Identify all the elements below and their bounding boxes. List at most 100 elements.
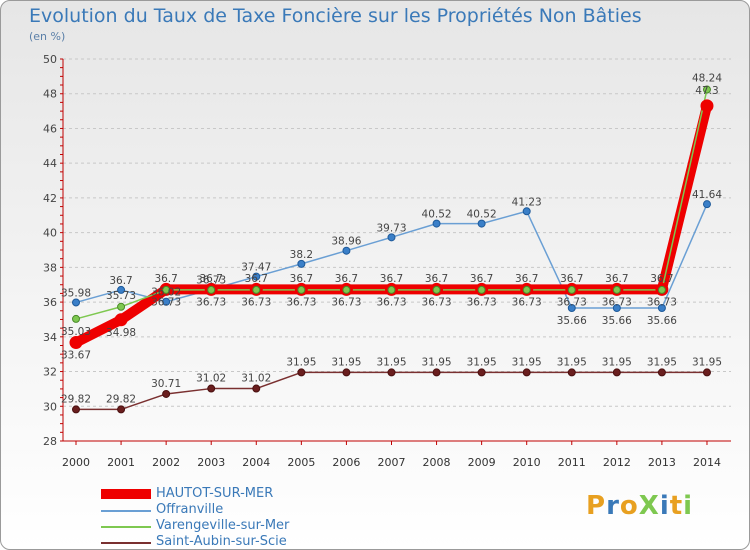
data-label-0: 36.73	[151, 296, 181, 308]
data-label-3: 29.82	[106, 393, 136, 405]
unit-label: (en %)	[29, 30, 66, 43]
data-label-2: 35.03	[61, 326, 91, 338]
data-point-2	[207, 285, 216, 294]
data-point-2	[432, 285, 441, 294]
x-tick-label: 2008	[423, 456, 451, 469]
x-tick-label: 2011	[558, 456, 586, 469]
data-point-2	[342, 285, 351, 294]
data-label-2: 36.7	[560, 273, 583, 285]
data-point-2	[252, 285, 261, 294]
data-label-2: 36.7	[650, 273, 673, 285]
x-tick-label: 2002	[152, 456, 180, 469]
data-point-3	[162, 389, 171, 398]
y-tick-label: 28	[43, 435, 57, 448]
data-point-3	[657, 368, 666, 377]
data-point-2	[387, 285, 396, 294]
data-label-3: 31.02	[241, 373, 271, 385]
y-tick-label: 32	[43, 366, 57, 379]
data-label-3: 31.95	[376, 356, 406, 368]
legend-label-varengeville: Varengeville-sur-Mer	[156, 518, 290, 533]
data-point-1	[702, 200, 711, 209]
data-point-1	[72, 298, 80, 307]
data-point-2	[477, 285, 486, 294]
data-label-1: 35.66	[647, 315, 677, 327]
data-label-2: 36.7	[200, 273, 223, 285]
data-label-3: 31.02	[196, 373, 226, 385]
data-label-2: 36.7	[290, 273, 313, 285]
data-label-2: 35.73	[106, 290, 136, 302]
data-label-0: 36.73	[422, 296, 452, 308]
data-label-3: 31.95	[286, 356, 316, 368]
data-label-0: 36.73	[241, 296, 271, 308]
data-point-3	[567, 368, 576, 377]
data-label-3: 29.82	[61, 393, 91, 405]
data-label-0: 36.73	[467, 296, 497, 308]
data-label-1: 39.73	[376, 222, 406, 234]
x-tick-label: 2001	[107, 456, 135, 469]
legend-label-hautot: HAUTOT-SUR-MER	[156, 486, 274, 501]
x-tick-label: 2012	[603, 456, 631, 469]
y-tick-label: 50	[43, 53, 57, 66]
data-label-3: 31.95	[602, 356, 632, 368]
y-tick-label: 44	[43, 157, 57, 170]
data-point-1	[162, 297, 171, 306]
data-point-0	[700, 99, 714, 113]
data-label-2: 36.7	[605, 273, 628, 285]
data-label-0: 47.3	[695, 85, 718, 97]
data-label-0: 36.73	[331, 296, 361, 308]
data-point-1	[297, 259, 306, 268]
data-label-0: 36.73	[512, 296, 542, 308]
y-tick-label: 30	[43, 400, 57, 413]
data-label-1: 41.23	[512, 196, 542, 208]
data-point-3	[297, 368, 306, 377]
data-point-3	[252, 384, 261, 393]
x-tick-label: 2004	[242, 456, 270, 469]
data-label-0: 36.73	[196, 296, 226, 308]
data-point-0	[69, 336, 83, 350]
y-tick-label: 38	[43, 261, 57, 274]
data-label-2: 36.7	[425, 273, 448, 285]
data-label-1: 35.66	[557, 315, 587, 327]
data-label-3: 31.95	[422, 356, 452, 368]
data-point-1	[252, 272, 261, 281]
data-point-2	[117, 302, 126, 311]
data-point-1	[522, 207, 531, 216]
data-point-3	[432, 368, 441, 377]
data-point-1	[477, 219, 486, 228]
data-label-1: 36.73	[196, 274, 226, 286]
data-label-3: 30.71	[151, 378, 181, 390]
data-label-1: 38.2	[290, 249, 313, 261]
y-tick-label: 34	[43, 331, 57, 344]
data-label-1: 40.52	[467, 209, 497, 221]
data-label-2: 36.7	[245, 273, 268, 285]
legend-swatch-saint-aubin	[101, 542, 151, 544]
legend-swatch-varengeville	[101, 526, 151, 528]
data-point-2	[612, 285, 621, 294]
data-point-3	[72, 405, 80, 414]
data-point-2	[567, 285, 576, 294]
data-label-3: 31.95	[647, 356, 677, 368]
data-point-3	[387, 368, 396, 377]
data-label-0: 36.73	[286, 296, 316, 308]
proxiti-logo: ProXiti	[586, 491, 694, 521]
data-label-0: 36.73	[602, 296, 632, 308]
data-label-1: 35.98	[61, 287, 91, 299]
data-point-2	[657, 285, 666, 294]
legend-swatch-offranville	[101, 510, 151, 512]
data-point-2	[72, 314, 80, 323]
data-label-3: 31.95	[512, 356, 542, 368]
y-tick-label: 46	[43, 122, 57, 135]
data-point-1	[657, 303, 666, 312]
data-label-3: 31.95	[557, 356, 587, 368]
x-tick-label: 2005	[287, 456, 315, 469]
x-tick-label: 2010	[513, 456, 541, 469]
legend-label-saint-aubin: Saint-Aubin-sur-Scie	[156, 534, 287, 549]
data-point-3	[522, 368, 531, 377]
data-point-1	[432, 219, 441, 228]
data-point-2	[162, 285, 171, 294]
x-tick-label: 2009	[468, 456, 496, 469]
y-tick-label: 42	[43, 192, 57, 205]
data-point-2	[522, 285, 531, 294]
data-label-0: 33.67	[61, 350, 91, 362]
